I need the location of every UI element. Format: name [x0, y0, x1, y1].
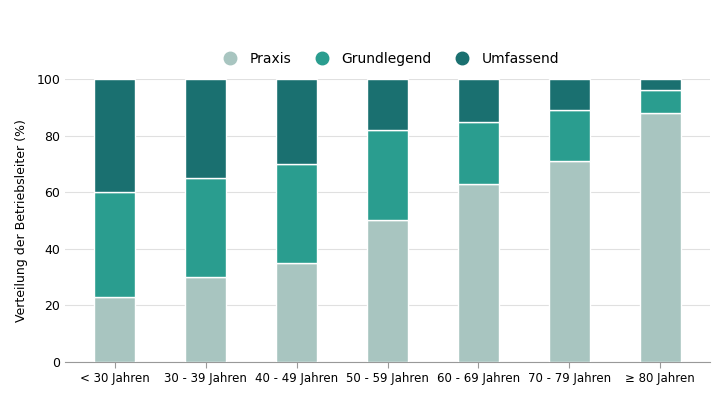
Bar [186, 277, 226, 362]
Bar [458, 184, 499, 362]
Bar [94, 192, 136, 297]
Bar [549, 79, 589, 110]
Bar [367, 130, 408, 220]
Bar [94, 79, 136, 192]
Bar [186, 79, 226, 178]
Bar [458, 79, 499, 122]
Bar [94, 297, 136, 362]
Bar [549, 110, 589, 161]
Legend: Praxis, Grundlegend, Umfassend: Praxis, Grundlegend, Umfassend [210, 46, 565, 72]
Bar [639, 79, 681, 90]
Bar [639, 90, 681, 113]
Bar [276, 263, 317, 362]
Bar [186, 178, 226, 277]
Bar [367, 79, 408, 130]
Bar [458, 122, 499, 184]
Bar [276, 79, 317, 164]
Bar [549, 161, 589, 362]
Bar [276, 164, 317, 263]
Bar [367, 220, 408, 362]
Bar [639, 113, 681, 362]
Y-axis label: Verteilung der Betriebsleiter (%): Verteilung der Betriebsleiter (%) [15, 119, 28, 322]
